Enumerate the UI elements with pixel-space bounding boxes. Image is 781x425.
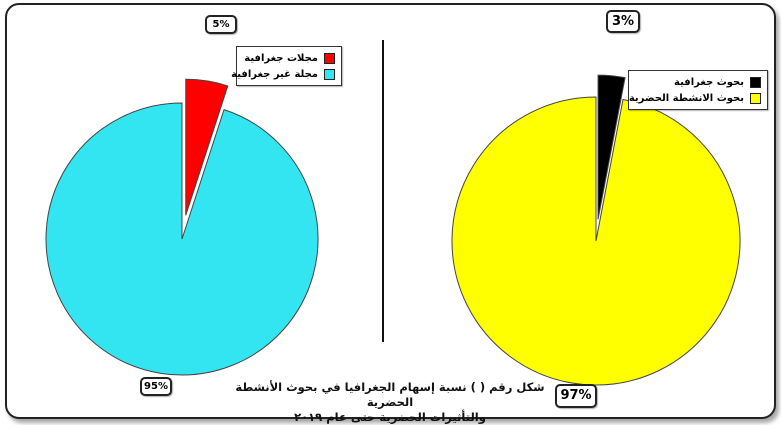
pie-slice (597, 74, 626, 220)
legend-journals: مجلات جغرافية مجلة غير جغرافية (231, 46, 342, 86)
pie-chart-research (451, 74, 741, 386)
legend-item: بحوث الانشطة الحضرية (629, 90, 761, 106)
pie-slice (451, 96, 741, 386)
chart-divider (382, 40, 384, 342)
caption-line-1: شكل رقم ( ) نسبة إسهام الجغرافيا في بحوث… (235, 380, 545, 409)
legend-swatch-black (750, 76, 761, 88)
data-label-5: 5% (205, 15, 237, 34)
data-label-97: 97% (555, 384, 597, 408)
data-label-95: 95% (140, 377, 172, 396)
pie-slice (185, 78, 229, 216)
legend-label: مجلة غير جغرافية (231, 68, 318, 80)
figure-caption: شكل رقم ( ) نسبة إسهام الجغرافيا في بحوث… (230, 380, 550, 425)
pie-slice (45, 102, 319, 376)
legend-label: بحوث جغرافية (674, 76, 744, 88)
legend-item: بحوث جغرافية (637, 74, 761, 90)
legend-swatch-yellow (750, 92, 761, 104)
legend-item: مجلات جغرافية (244, 50, 335, 66)
caption-line-2: والتأثيرات الحضرية حتى عام ٢٠١٩ (294, 410, 486, 424)
pie-chart-journals (45, 78, 319, 376)
legend-swatch-cyan (324, 68, 335, 80)
legend-label: مجلات جغرافية (244, 52, 318, 64)
legend-swatch-red (324, 52, 335, 64)
data-label-3: 3% (606, 10, 640, 33)
legend-item: مجلة غير جغرافية (231, 66, 335, 82)
legend-label: بحوث الانشطة الحضرية (628, 92, 744, 104)
legend-research: بحوث جغرافية بحوث الانشطة الحضرية (628, 70, 768, 110)
